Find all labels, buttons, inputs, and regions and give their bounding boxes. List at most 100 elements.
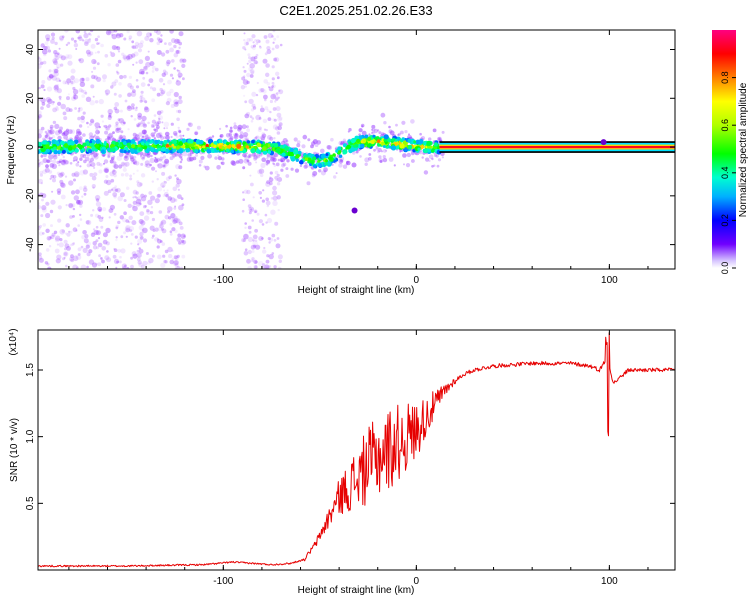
noise-point (176, 237, 182, 242)
noise-point (164, 214, 170, 220)
ridge-core-point (121, 146, 124, 150)
noise-point (130, 264, 134, 269)
noise-point (175, 216, 178, 219)
noise-point (273, 265, 277, 269)
ridge-halo-point (48, 136, 52, 140)
noise-point (169, 259, 175, 265)
ridge-core-point (143, 145, 148, 150)
noise-point (166, 97, 172, 103)
noise-point (258, 191, 263, 195)
ridge-halo-point (246, 159, 250, 163)
ridge-halo-point (312, 139, 318, 145)
noise-point (115, 266, 118, 269)
noise-point (57, 218, 62, 223)
ridge-halo-point (198, 164, 202, 167)
noise-point (58, 164, 61, 167)
noise-point (45, 212, 51, 219)
noise-point (52, 178, 56, 183)
ridge-core-point (176, 145, 180, 150)
ridge-halo-point (164, 158, 170, 164)
noise-point (38, 231, 44, 236)
noise-point (122, 135, 126, 139)
noise-point (64, 232, 68, 235)
noise-point (243, 189, 249, 195)
noise-point (272, 200, 278, 206)
noise-point (75, 254, 82, 260)
noise-point (176, 265, 180, 269)
ridge-halo-point (411, 151, 415, 156)
noise-point (82, 247, 88, 253)
noise-point (143, 194, 147, 198)
noise-point (159, 87, 163, 92)
noise-point (244, 248, 248, 251)
ridge-core-point (80, 149, 84, 153)
noise-point (76, 128, 81, 134)
noise-point (95, 201, 102, 207)
noise-point (258, 168, 265, 174)
noise-point (128, 225, 135, 232)
noise-point (90, 30, 94, 33)
noise-point (111, 33, 117, 40)
noise-point (276, 112, 282, 118)
noise-point (274, 170, 279, 175)
ridge-halo-point (269, 159, 272, 162)
noise-point (75, 229, 78, 232)
noise-point (68, 203, 73, 208)
ridge-core-point (79, 146, 83, 150)
ridge-halo-point (405, 163, 411, 168)
ridge-halo-point (143, 123, 146, 127)
ridge-halo-point (303, 164, 308, 169)
noise-point (115, 33, 122, 39)
noise-point (168, 216, 172, 220)
noise-point (119, 255, 122, 259)
noise-point (111, 45, 117, 50)
noise-point (39, 192, 44, 197)
noise-point (140, 162, 144, 166)
ridge-core-point (178, 148, 184, 154)
noise-point (272, 30, 276, 33)
noise-point (63, 116, 68, 121)
noise-point (79, 81, 86, 88)
noise-point (166, 59, 171, 65)
noise-point (92, 186, 95, 189)
ridge-halo-point (132, 132, 137, 137)
noise-point (158, 38, 163, 43)
noise-point (53, 68, 59, 74)
ridge-core-point (281, 152, 286, 157)
noise-point (152, 229, 156, 233)
chart-title: C2E1.2025.251.02.26.E33 (279, 3, 432, 18)
noise-point (98, 98, 105, 105)
noise-point (115, 121, 119, 125)
ridge-halo-point (217, 154, 220, 157)
noise-point (101, 259, 105, 264)
noise-point (154, 198, 160, 204)
noise-point (72, 264, 78, 269)
noise-point (156, 110, 162, 116)
noise-point (38, 178, 43, 184)
noise-point (257, 128, 262, 133)
ridge-halo-point (182, 151, 188, 157)
noise-point (178, 31, 184, 37)
noise-point (70, 254, 74, 259)
noise-point (71, 172, 76, 177)
ridge-core-point (199, 139, 204, 145)
noise-point (250, 108, 255, 112)
ridge-halo-point (118, 152, 124, 157)
noise-point (48, 237, 51, 241)
ridge-halo-point (154, 156, 157, 159)
noise-point (42, 223, 46, 227)
noise-point (113, 173, 117, 178)
noise-point (59, 229, 65, 235)
noise-point (114, 185, 117, 188)
noise-point (87, 39, 92, 43)
noise-point (253, 156, 258, 161)
ridge-halo-point (59, 126, 63, 131)
noise-point (85, 49, 91, 55)
x-tick-label: -100 (213, 576, 233, 587)
noise-point (122, 55, 127, 60)
noise-point (272, 195, 278, 201)
noise-point (149, 157, 155, 164)
noise-point (105, 30, 112, 36)
ridge-halo-point (105, 126, 110, 131)
noise-point (145, 71, 149, 75)
